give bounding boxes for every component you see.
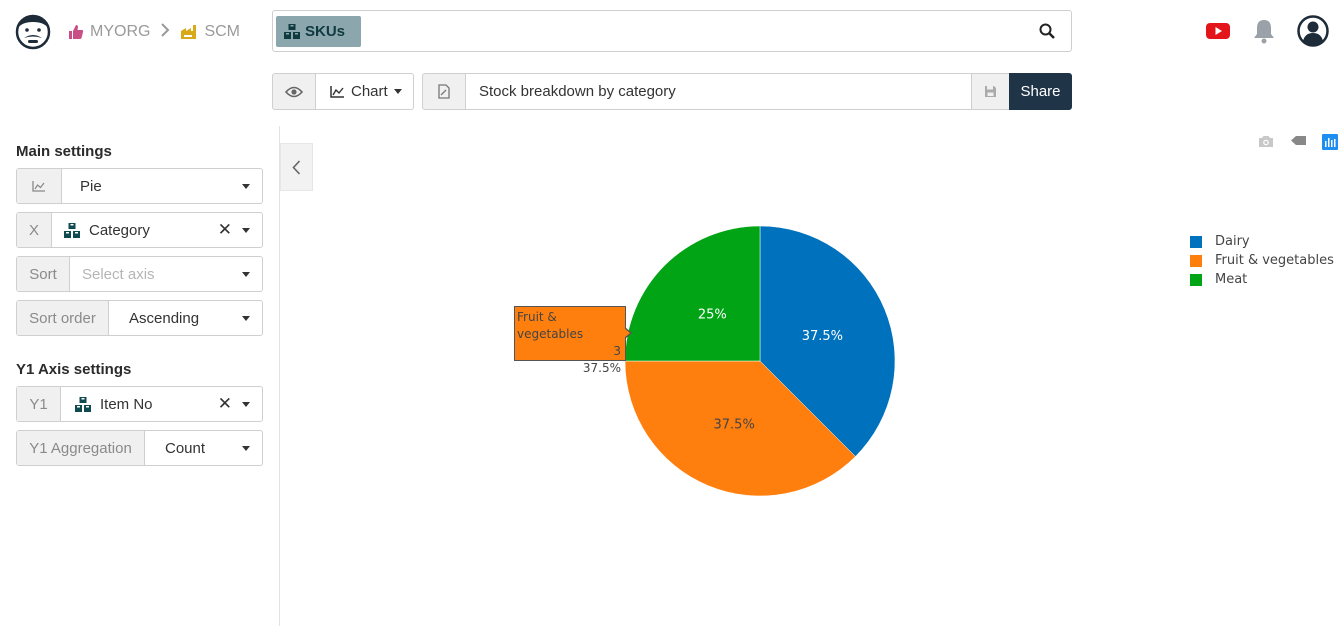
chart-title-text: Stock breakdown by category <box>479 83 676 100</box>
thumbs-up-icon <box>69 25 84 39</box>
tooltip-percent: 37.5% <box>582 361 621 375</box>
factory-icon <box>181 25 197 39</box>
collapse-sidebar-button[interactable] <box>280 143 313 191</box>
sidebar-divider <box>279 126 280 626</box>
caret-down-icon <box>393 89 402 94</box>
clear-x-icon[interactable]: ✕ <box>217 220 232 239</box>
caret-down-icon <box>242 272 250 277</box>
save-icon <box>985 86 996 97</box>
legend-swatch-fruit-vegetables <box>1190 254 1202 267</box>
breadcrumb: MYORG SCM <box>68 21 240 43</box>
caret-down-icon <box>242 446 250 451</box>
boxes-icon <box>284 24 300 39</box>
chart-type-label <box>17 169 62 203</box>
boxes-icon <box>64 222 80 238</box>
caret-down-icon <box>242 402 250 407</box>
tooltip-label: Fruit & vegetables <box>517 310 584 341</box>
pie-slice-fruit-vegetables[interactable] <box>624 360 856 497</box>
tooltip-value: 3 <box>613 344 621 358</box>
breadcrumb-org-label: MYORG <box>90 23 151 40</box>
area-chart-icon <box>32 181 45 192</box>
chart-type-dropdown[interactable]: Chart <box>315 73 414 110</box>
view-toggle-button[interactable] <box>272 73 316 110</box>
sort-select[interactable]: Sort Select axis <box>16 256 263 292</box>
tag-icon[interactable] <box>1290 134 1307 150</box>
pie-slice-dairy[interactable] <box>759 225 896 457</box>
rename-button[interactable] <box>422 73 466 110</box>
sort-order-text: Ascending <box>129 309 200 327</box>
chart-type-select[interactable]: Pie <box>16 168 263 204</box>
tooltip-arrow-fill <box>624 328 630 338</box>
search-chip-skus[interactable]: SKUs <box>276 16 362 47</box>
legend-label-fruit-vegetables: Fruit & vegetables <box>1215 253 1334 268</box>
y1-axis-text: Item No <box>100 395 153 413</box>
breadcrumb-scm[interactable]: SCM <box>180 23 240 41</box>
chevron-right-icon <box>160 22 170 42</box>
y1-axis-select[interactable]: Y1 Item No ✕ <box>16 386 263 422</box>
sort-order-value[interactable]: Ascending <box>109 301 262 335</box>
eye-icon <box>285 86 303 97</box>
save-button[interactable] <box>971 73 1010 110</box>
y1-aggregation-label: Y1 Aggregation <box>17 431 145 465</box>
chart-type-value[interactable]: Pie <box>62 169 262 203</box>
area-chart-icon <box>330 86 344 98</box>
breadcrumb-org[interactable]: MYORG <box>68 23 150 41</box>
search-chip-label: SKUs <box>305 23 346 40</box>
breadcrumb-scm-label: SCM <box>204 23 241 40</box>
bell-icon[interactable] <box>1253 14 1275 48</box>
pie-label-meat: 25% <box>698 307 727 322</box>
x-axis-label: X <box>17 213 52 247</box>
pie-slice-meat[interactable] <box>624 225 761 362</box>
document-edit-icon <box>438 84 450 99</box>
y1-aggregation-text: Count <box>165 439 206 457</box>
user-account-icon[interactable] <box>1297 14 1329 48</box>
caret-down-icon <box>242 184 250 189</box>
pie-label-dairy: 37.5% <box>802 329 843 344</box>
legend-item-dairy[interactable]: Dairy <box>1190 232 1334 251</box>
legend-swatch-dairy <box>1190 235 1202 248</box>
sort-order-select[interactable]: Sort order Ascending <box>16 300 263 336</box>
chart-type-label: Chart <box>351 83 388 100</box>
camera-icon[interactable] <box>1258 134 1274 150</box>
y1-aggregation-value[interactable]: Count <box>145 431 262 465</box>
x-axis-select[interactable]: X Category ✕ <box>16 212 263 248</box>
hover-tooltip: Fruit & vegetables 3 37.5% <box>514 306 632 375</box>
boxes-icon <box>75 396 91 412</box>
pie-label-fruit-vegetables: 37.5% <box>714 417 755 432</box>
sort-label: Sort <box>17 257 70 291</box>
caret-down-icon <box>242 316 250 321</box>
y1-axis-value[interactable]: Item No ✕ <box>61 387 262 421</box>
share-button[interactable]: Share <box>1009 73 1072 110</box>
y1-axis-label: Y1 <box>17 387 61 421</box>
sort-placeholder: Select axis <box>82 265 155 283</box>
clear-y1-icon[interactable]: ✕ <box>217 394 232 413</box>
search-icon[interactable] <box>1039 23 1055 39</box>
youtube-icon[interactable] <box>1206 14 1230 48</box>
search-bar[interactable]: SKUs <box>272 10 1072 52</box>
caret-down-icon <box>242 228 250 233</box>
chart-legend: Dairy Fruit & vegetables Meat <box>1190 232 1334 289</box>
app-logo-icon[interactable] <box>14 12 52 50</box>
x-axis-value[interactable]: Category ✕ <box>52 213 262 247</box>
plotly-logo-icon[interactable] <box>1322 134 1338 150</box>
share-label: Share <box>1020 83 1061 100</box>
sort-order-label: Sort order <box>17 301 109 335</box>
x-axis-text: Category <box>89 221 150 239</box>
y1-aggregation-select[interactable]: Y1 Aggregation Count <box>16 430 263 466</box>
legend-label-meat: Meat <box>1215 272 1248 287</box>
legend-swatch-meat <box>1190 273 1202 286</box>
chart-title-input[interactable]: Stock breakdown by category <box>465 73 972 110</box>
chevron-left-icon <box>292 159 301 175</box>
legend-item-meat[interactable]: Meat <box>1190 270 1334 289</box>
legend-item-fruit-vegetables[interactable]: Fruit & vegetables <box>1190 251 1334 270</box>
y1-settings-heading: Y1 Axis settings <box>16 361 132 378</box>
sort-value[interactable]: Select axis <box>70 257 262 291</box>
main-settings-heading: Main settings <box>16 143 112 160</box>
chart-type-text: Pie <box>80 177 102 195</box>
legend-label-dairy: Dairy <box>1215 234 1250 249</box>
